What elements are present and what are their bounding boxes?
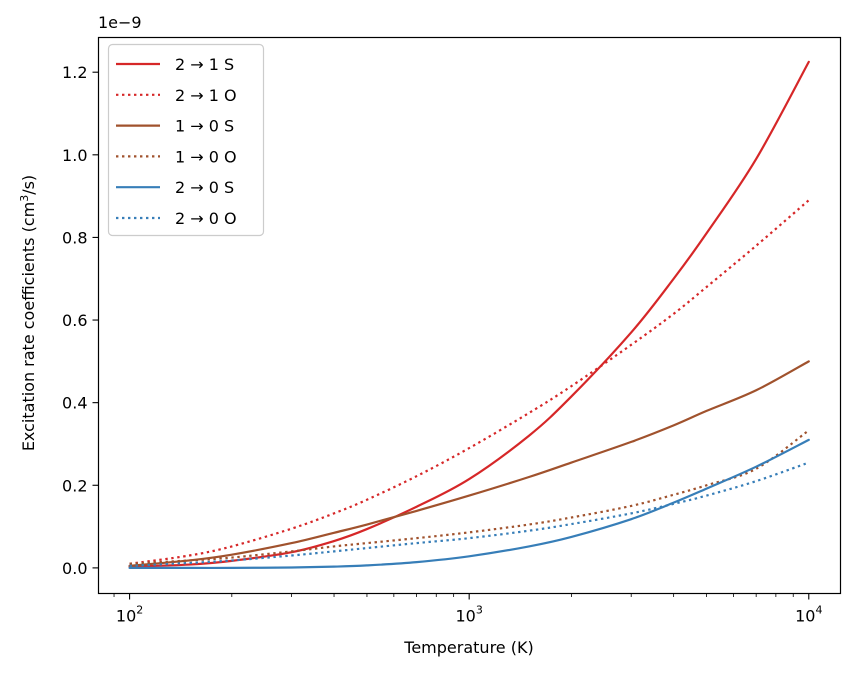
series-line-4 <box>128 438 810 570</box>
x-axis-title: Temperature (K) <box>403 638 533 657</box>
series-line-2 <box>128 360 810 567</box>
x-tick-label: 103 <box>455 604 482 626</box>
y-axis-title-tail: /s) <box>19 175 38 195</box>
x-tick-label-base: 10 <box>455 607 475 626</box>
legend-label: 1 → 0 O <box>175 147 237 166</box>
y-axis-title: Excitation rate coefficients (cm3/s) <box>18 175 38 451</box>
y-offset-label: 1e−9 <box>98 13 142 32</box>
y-axis-title-sup: 3 <box>18 195 31 202</box>
legend: 2 → 1 S 2 → 1 O 1 → 0 S 1 → 0 O 2 → 0 S 2 → 0… <box>107 43 265 237</box>
series-lines <box>128 60 810 570</box>
y-tick-label: 1.0 <box>62 146 87 165</box>
legend-label: 2 → 0 O <box>175 209 237 228</box>
y-tick-label: 0.6 <box>62 311 87 330</box>
y-tick-label: 0.8 <box>62 228 87 247</box>
x-tick-label-base: 10 <box>116 607 136 626</box>
x-tick-label-base: 10 <box>795 607 815 626</box>
x-tick-label-exponent: 2 <box>136 604 143 617</box>
series-line-5 <box>129 461 810 567</box>
x-tick-label: 102 <box>116 604 143 626</box>
y-axis-title-main: Excitation rate coefficients (cm <box>19 202 38 451</box>
legend-label: 2 → 1 S <box>175 55 234 74</box>
series-line-3 <box>129 429 810 565</box>
y-tick-label: 0.0 <box>62 559 87 578</box>
y-tick-label: 0.4 <box>62 394 87 413</box>
legend-label: 1 → 0 S <box>175 117 234 136</box>
plot-frame <box>97 36 842 595</box>
legend-label: 2 → 1 O <box>175 86 237 105</box>
series-line-0 <box>128 60 810 568</box>
legend-label: 2 → 0 S <box>175 178 234 197</box>
y-tick-label: 1.2 <box>62 63 87 82</box>
x-tick-label-exponent: 4 <box>815 604 822 617</box>
y-tick-label: 0.2 <box>62 476 87 495</box>
x-tick-label-exponent: 3 <box>476 604 483 617</box>
series-line-1 <box>129 199 810 565</box>
x-tick-label: 104 <box>795 604 822 626</box>
